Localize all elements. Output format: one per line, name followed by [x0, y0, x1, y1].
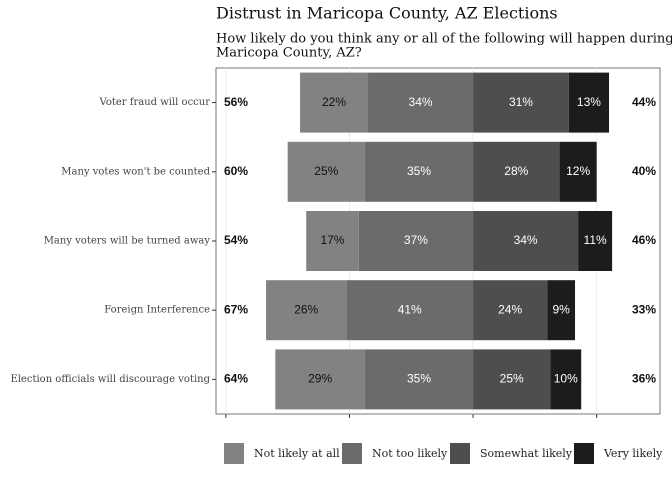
y-tick-label: Voter fraud will occur: [99, 97, 211, 108]
data-label: 25%: [500, 372, 524, 386]
data-label: 22%: [322, 95, 346, 109]
data-label: 26%: [294, 302, 318, 316]
data-label: 34%: [409, 95, 433, 109]
bar-segment: [275, 349, 365, 410]
legend-label: Somewhat likely: [480, 447, 573, 460]
left-total: 54%: [224, 233, 248, 247]
legend-swatch: [574, 443, 594, 464]
data-label: 24%: [498, 302, 522, 316]
legend-swatch: [342, 443, 362, 464]
bar-segment: [358, 211, 474, 271]
data-label: 35%: [407, 164, 431, 178]
data-label: 28%: [504, 164, 528, 178]
y-tick-label: Election officials will discourage votin…: [10, 374, 210, 385]
data-label: 34%: [514, 233, 538, 247]
data-label: 31%: [509, 95, 533, 109]
legend-label: Very likely: [603, 447, 663, 460]
bar-segment: [266, 280, 347, 341]
bar-segment: [287, 141, 365, 202]
bar-segment: [473, 72, 569, 133]
y-tick-label: Foreign Interference: [104, 305, 210, 316]
left-total: 64%: [224, 372, 248, 386]
bar-segment: [473, 349, 551, 410]
chart-subtitle: How likely do you think any or all of th…: [216, 32, 672, 47]
bar-segment: [550, 349, 582, 410]
data-label: 35%: [407, 372, 431, 386]
data-label: 25%: [314, 164, 338, 178]
data-label: 10%: [554, 372, 578, 386]
data-label: 41%: [398, 302, 422, 316]
y-tick-label: Many voters will be turned away: [44, 236, 211, 247]
data-label: 9%: [552, 302, 570, 316]
right-total: 46%: [632, 233, 656, 247]
right-total: 40%: [632, 164, 656, 178]
bar-segment: [364, 349, 474, 410]
legend-label: Not too likely: [372, 447, 448, 460]
data-label: 17%: [320, 233, 344, 247]
bar-segment: [547, 280, 576, 341]
data-label: 12%: [566, 164, 590, 178]
bar-segment: [473, 280, 548, 341]
bar-segment: [568, 72, 610, 133]
data-label: 13%: [577, 95, 601, 109]
left-total: 60%: [224, 164, 248, 178]
bar-segment: [306, 211, 359, 271]
left-total: 56%: [224, 95, 248, 109]
bar-segment: [578, 211, 613, 271]
left-total: 67%: [224, 302, 248, 316]
right-total: 36%: [632, 372, 656, 386]
chart-title: Distrust in Maricopa County, AZ Election…: [216, 4, 558, 23]
bar-segment: [473, 211, 579, 271]
legend-label: Not likely at all: [254, 447, 340, 460]
legend-swatch: [450, 443, 470, 464]
right-total: 33%: [632, 302, 656, 316]
data-label: 37%: [404, 233, 428, 247]
bar-segment: [300, 72, 369, 133]
data-label: 29%: [308, 372, 332, 386]
bar-segment: [346, 280, 474, 341]
bar-segment: [368, 72, 474, 133]
chart-subtitle: Maricopa County, AZ?: [216, 46, 362, 61]
data-label: 11%: [584, 233, 607, 247]
y-tick-label: Many votes won't be counted: [61, 166, 210, 177]
bar-segment: [559, 141, 597, 202]
bar-segment: [473, 141, 560, 202]
legend-swatch: [224, 443, 244, 464]
bar-segment: [364, 141, 474, 202]
right-total: 44%: [632, 95, 656, 109]
